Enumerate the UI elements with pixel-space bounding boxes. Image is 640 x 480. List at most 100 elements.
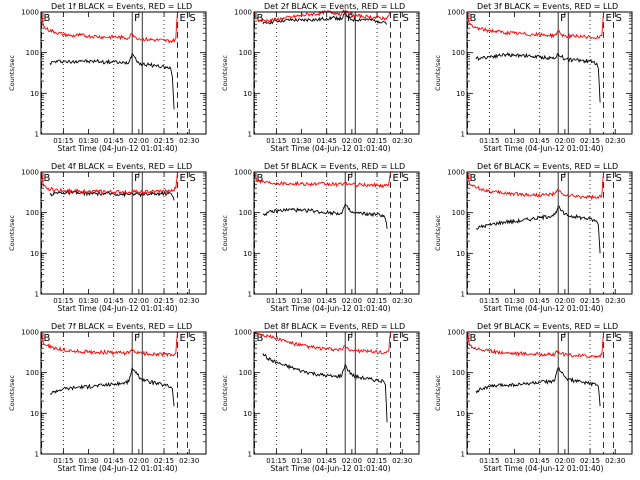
y-tick-label: 1 [461, 131, 465, 139]
y-tick-label: 10 [30, 90, 39, 98]
y-tick-label: 1 [35, 291, 39, 299]
series-line-lld [467, 171, 604, 201]
y-tick-label: 1000 [234, 169, 252, 177]
y-tick-label: 100 [26, 49, 39, 57]
x-tick-label: 01:15 [479, 457, 499, 465]
marker-label: F [134, 13, 140, 24]
x-axis-label: Start Time (04-Jun-12 01:01:40) [484, 304, 604, 313]
y-axis-label: Counts/sec [434, 55, 442, 91]
x-tick-label: 01:15 [53, 137, 73, 145]
y-tick-label: 10 [30, 410, 39, 418]
y-tick-label: 10 [456, 90, 465, 98]
x-tick-label: 02:00 [555, 457, 575, 465]
marker-label: E [179, 173, 185, 184]
marker-label: B [257, 13, 264, 24]
y-axis-label: Counts/sec [8, 375, 16, 411]
y-tick-label: 1000 [447, 329, 465, 337]
marker-label: F [347, 333, 353, 344]
panel-title: Det 8f BLACK = Events, RED = LLD [264, 322, 405, 331]
x-tick-label: 01:45 [317, 457, 337, 465]
panel-title: Det 2f BLACK = Events, RED = LLD [264, 2, 405, 11]
x-tick-label: 01:15 [53, 457, 73, 465]
panel-4f: Det 4f BLACK = Events, RED = LLD 1 10 100 10… [8, 162, 207, 313]
plot-frame [466, 11, 633, 135]
x-axis-label: Start Time (04-Jun-12 01:01:40) [484, 464, 604, 473]
y-tick-label: 10 [243, 410, 252, 418]
marker-label: E [392, 173, 398, 184]
y-tick-label: 10 [456, 250, 465, 258]
y-tick-label: 10 [456, 410, 465, 418]
y-axis-label: Counts/sec [434, 215, 442, 251]
y-axis-label: Counts/sec [221, 375, 229, 411]
plot-frame [466, 331, 633, 455]
panel-1f: Det 1f BLACK = Events, RED = LLD 1 10 100 10… [8, 2, 207, 153]
marker-label: S [403, 13, 409, 24]
series-line-lld [254, 8, 391, 23]
y-tick-label: 1000 [21, 169, 39, 177]
marker-label: F [560, 173, 566, 184]
y-tick-label: 1000 [234, 9, 252, 17]
x-tick-label: 02:30 [605, 457, 625, 465]
series-line-lld [41, 171, 178, 195]
y-axis-label: Counts/sec [434, 375, 442, 411]
marker-label: S [190, 333, 196, 344]
y-tick-label: 1 [35, 451, 39, 459]
x-tick-label: 02:15 [367, 137, 387, 145]
marker-label: S [403, 333, 409, 344]
series-line-lld [467, 11, 604, 40]
x-tick-label: 01:45 [530, 297, 550, 305]
marker-label: B [470, 13, 477, 24]
panel-8f: Det 8f BLACK = Events, RED = LLD 1 10 100 10… [221, 322, 420, 473]
x-tick-label: 01:45 [317, 137, 337, 145]
y-tick-label: 100 [452, 49, 465, 57]
y-tick-label: 100 [239, 369, 252, 377]
x-tick-label: 02:00 [129, 457, 149, 465]
y-tick-label: 10 [243, 250, 252, 258]
panel-title: Det 4f BLACK = Events, RED = LLD [51, 162, 192, 171]
series-line-events [262, 203, 388, 229]
marker-label: B [44, 333, 51, 344]
marker-label: S [616, 173, 622, 184]
y-tick-label: 1 [35, 131, 39, 139]
plot-frame [40, 331, 207, 455]
plot-frame [40, 11, 207, 135]
y-tick-label: 1 [248, 131, 252, 139]
y-axis-label: Counts/sec [8, 215, 16, 251]
x-axis-label: Start Time (04-Jun-12 01:01:40) [271, 304, 391, 313]
x-tick-label: 01:30 [291, 297, 311, 305]
marker-label: B [44, 173, 51, 184]
series-line-lld [254, 171, 391, 189]
x-tick-label: 02:15 [580, 297, 600, 305]
marker-label: S [190, 173, 196, 184]
series-line-lld [254, 331, 391, 355]
panel-title: Det 7f BLACK = Events, RED = LLD [51, 322, 192, 331]
x-axis-label: Start Time (04-Jun-12 01:01:40) [484, 144, 604, 153]
marker-label: F [560, 13, 566, 24]
x-axis-label: Start Time (04-Jun-12 01:01:40) [271, 464, 391, 473]
x-tick-label: 01:30 [291, 137, 311, 145]
x-axis-label: Start Time (04-Jun-12 01:01:40) [58, 144, 178, 153]
x-tick-label: 01:45 [530, 137, 550, 145]
x-tick-label: 01:30 [78, 297, 98, 305]
marker-label: F [560, 333, 566, 344]
x-tick-label: 01:45 [317, 297, 337, 305]
panel-5f: Det 5f BLACK = Events, RED = LLD 1 10 100 10… [221, 162, 420, 313]
marker-label: E [179, 13, 185, 24]
series-line-lld [41, 331, 178, 358]
series-line-events [49, 366, 175, 407]
y-tick-label: 1000 [21, 9, 39, 17]
y-tick-label: 1000 [447, 9, 465, 17]
x-tick-label: 02:00 [342, 137, 362, 145]
x-tick-label: 02:00 [555, 297, 575, 305]
y-tick-label: 100 [452, 369, 465, 377]
marker-label: F [347, 173, 353, 184]
x-tick-label: 02:00 [342, 297, 362, 305]
panel-7f: Det 7f BLACK = Events, RED = LLD 1 10 100 10… [8, 322, 207, 473]
plot-frame [253, 331, 420, 455]
x-tick-label: 01:45 [104, 297, 124, 305]
x-tick-label: 01:45 [530, 457, 550, 465]
marker-label: S [616, 13, 622, 24]
y-tick-label: 100 [239, 209, 252, 217]
x-tick-label: 02:15 [367, 297, 387, 305]
series-line-lld [467, 331, 604, 359]
